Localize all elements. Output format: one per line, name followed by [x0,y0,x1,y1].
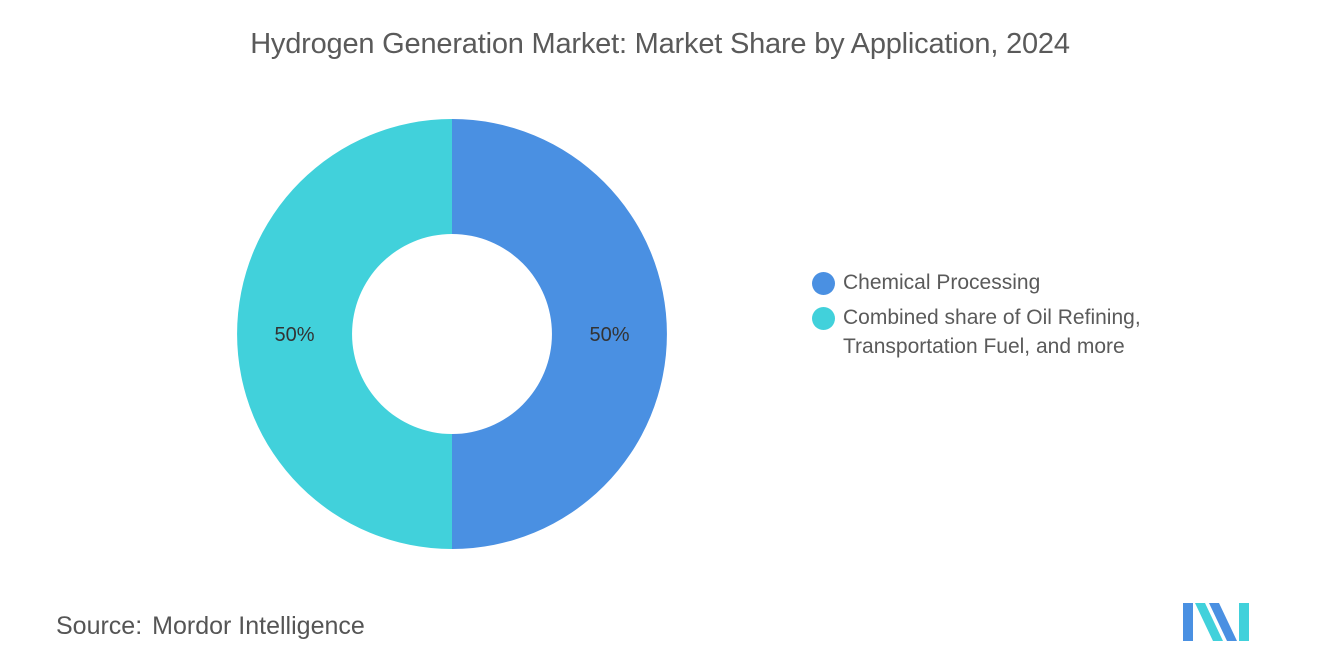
logo-shape-mid-2 [1209,603,1237,641]
chart-title: Hydrogen Generation Market: Market Share… [250,28,1070,60]
data-label-chemical-processing: 50% [589,324,629,346]
legend-item-combined-share: Combined share of Oil Refining, Transpor… [812,303,1232,361]
legend-label-combined-share: Combined share of Oil Refining, Transpor… [843,306,1141,358]
source-note: Source: Mordor Intelligence [56,612,365,641]
data-label-combined-share: 50% [274,324,314,346]
slice-chemical-processing [452,119,667,549]
source-label: Source: [56,612,143,640]
mordor-intelligence-logo-icon [1183,603,1249,641]
chart-legend: Chemical Processing Combined share of Oi… [812,268,1232,367]
legend-item-chemical-processing: Chemical Processing [812,268,1232,297]
legend-label-chemical-processing: Chemical Processing [843,271,1041,294]
slice-combined-share [237,119,452,549]
source-value: Mordor Intelligence [152,612,365,640]
legend-swatch-combined-share [812,307,835,330]
logo-shape-left [1183,603,1193,641]
logo-shape-right [1239,603,1249,641]
legend-swatch-chemical-processing [812,272,835,295]
logo-shape-mid-1 [1195,603,1223,641]
